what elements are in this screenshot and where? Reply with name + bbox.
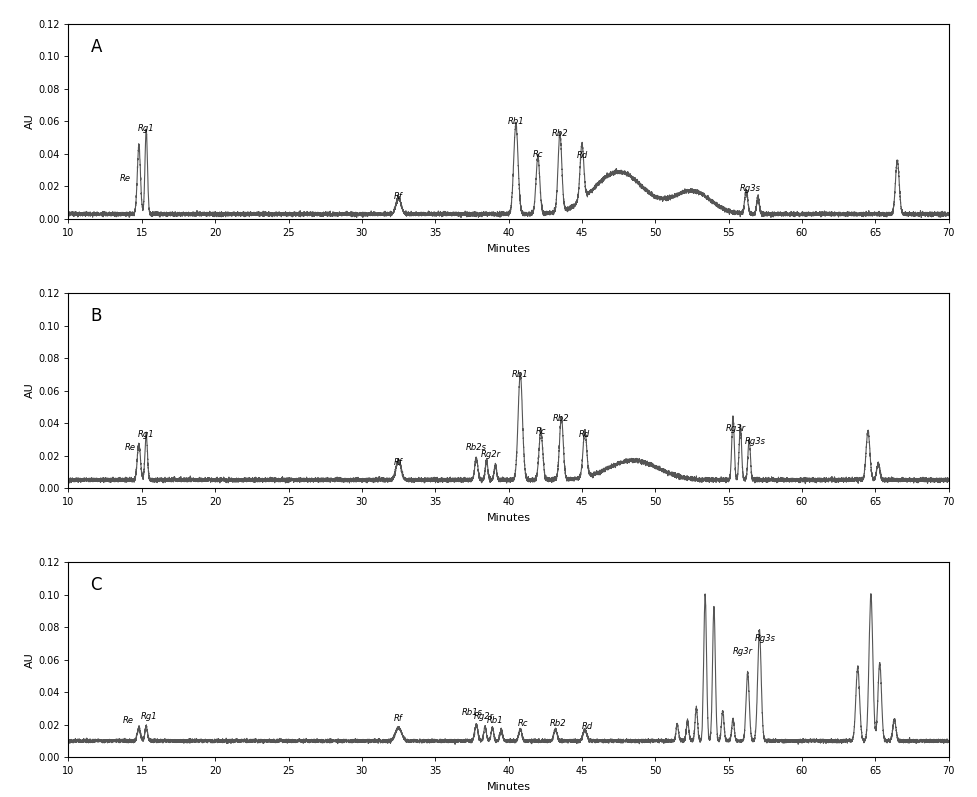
Text: Rd: Rd	[578, 430, 590, 439]
Text: A: A	[90, 37, 102, 56]
Text: Rg1: Rg1	[138, 124, 154, 133]
Text: B: B	[90, 307, 102, 324]
Text: Rb1: Rb1	[507, 117, 524, 126]
Text: Rf: Rf	[394, 458, 403, 467]
Text: Rd: Rd	[581, 722, 593, 731]
Text: Rd: Rd	[575, 151, 587, 160]
Text: Rf: Rf	[394, 714, 403, 723]
Text: Rb1: Rb1	[512, 370, 528, 379]
Text: Rg1: Rg1	[141, 713, 157, 721]
Text: Re: Re	[124, 443, 136, 452]
Text: Rb2: Rb2	[553, 414, 569, 423]
Text: Rg3r: Rg3r	[725, 424, 745, 433]
Text: Rg2r: Rg2r	[481, 450, 500, 459]
Text: Rc: Rc	[518, 719, 528, 728]
Y-axis label: AU: AU	[25, 652, 35, 668]
Y-axis label: AU: AU	[25, 383, 35, 398]
Y-axis label: AU: AU	[25, 113, 35, 129]
Text: Rb2s: Rb2s	[465, 443, 487, 452]
X-axis label: Minutes: Minutes	[487, 244, 530, 253]
Text: C: C	[90, 575, 102, 594]
X-axis label: Minutes: Minutes	[487, 512, 530, 523]
Text: Rf: Rf	[394, 192, 403, 201]
Text: Rb2: Rb2	[550, 719, 566, 728]
Text: Rg3s: Rg3s	[743, 437, 765, 446]
Text: Rc: Rc	[535, 427, 545, 436]
Text: Rb2: Rb2	[551, 128, 568, 138]
Text: Rg2r: Rg2r	[473, 713, 493, 721]
Text: Rg3s: Rg3s	[754, 634, 775, 643]
Text: Rb1s: Rb1s	[461, 708, 482, 717]
Text: Rc: Rc	[532, 150, 542, 159]
X-axis label: Minutes: Minutes	[487, 782, 530, 791]
Text: Rg1: Rg1	[138, 430, 154, 439]
Text: Rg3s: Rg3s	[740, 184, 760, 193]
Text: Re: Re	[123, 716, 134, 724]
Text: Re: Re	[120, 175, 131, 183]
Text: Rg3r: Rg3r	[733, 647, 752, 657]
Text: Rb1: Rb1	[487, 716, 503, 724]
